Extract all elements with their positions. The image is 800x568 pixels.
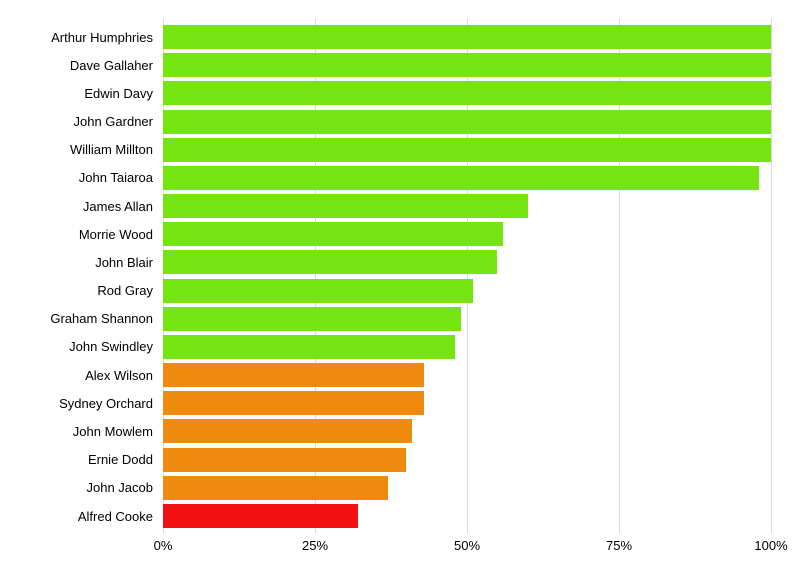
bar-green xyxy=(163,165,759,190)
bar-row xyxy=(163,51,771,79)
gridline-100pct xyxy=(771,18,772,533)
category-label: Edwin Davy xyxy=(84,85,153,101)
plot-area xyxy=(163,18,772,533)
bar-row xyxy=(163,361,771,389)
category-label: Sydney Orchard xyxy=(59,395,153,411)
bars-layer xyxy=(163,23,771,530)
bar-orange xyxy=(163,391,425,416)
bar-row xyxy=(163,108,771,136)
category-label: John Swindley xyxy=(69,339,153,355)
category-label: Alfred Cooke xyxy=(77,508,153,524)
bar-green xyxy=(163,222,504,247)
bar-row xyxy=(163,248,771,276)
category-label: Alex Wilson xyxy=(85,367,153,383)
category-label: John Taiaroa xyxy=(78,170,153,186)
category-label: Morrie Wood xyxy=(78,226,153,242)
bar-green xyxy=(163,109,771,134)
bar-orange xyxy=(163,447,407,472)
category-label: Arthur Humphries xyxy=(51,29,153,45)
bar-row xyxy=(163,23,771,51)
bar-green xyxy=(163,137,771,162)
bar-row xyxy=(163,277,771,305)
bar-green xyxy=(163,81,771,106)
x-tick-label: 25% xyxy=(301,538,329,553)
bar-row xyxy=(163,164,771,192)
bar-row xyxy=(163,333,771,361)
y-axis-labels: Arthur Humphries Dave Gallaher Edwin Davy J… xyxy=(0,23,153,530)
bar-row xyxy=(163,220,771,248)
bar-green xyxy=(163,334,455,359)
bar-green xyxy=(163,250,498,275)
category-label: Ernie Dodd xyxy=(87,452,153,468)
gridline-50pct xyxy=(467,18,468,533)
category-label: James Allan xyxy=(82,198,153,214)
bar-green xyxy=(163,278,474,303)
bar-orange xyxy=(163,363,425,388)
category-label: Graham Shannon xyxy=(50,311,153,327)
x-tick-label: 75% xyxy=(605,538,633,553)
gridline-0pct xyxy=(163,18,164,533)
bar-row xyxy=(163,446,771,474)
x-tick-label: 50% xyxy=(453,538,481,553)
gridline-75pct xyxy=(619,18,620,533)
bar-row xyxy=(163,136,771,164)
bar-green xyxy=(163,306,461,331)
category-label: Rod Gray xyxy=(97,283,153,299)
bar-orange xyxy=(163,419,413,444)
bar-green xyxy=(163,53,771,78)
category-label: William Millton xyxy=(69,142,153,158)
gridline-25pct xyxy=(315,18,316,533)
x-tick-label: 100% xyxy=(754,538,788,553)
bar-green xyxy=(163,194,528,219)
category-label: John Jacob xyxy=(86,480,154,496)
bar-row xyxy=(163,192,771,220)
bar-row xyxy=(163,417,771,445)
bar-red xyxy=(163,504,358,528)
category-label: Dave Gallaher xyxy=(69,57,153,73)
category-label: John Blair xyxy=(95,254,153,270)
x-axis: 0% 25% 50% 75% 100% xyxy=(154,538,788,558)
category-label: John Mowlem xyxy=(72,423,153,439)
bar-row xyxy=(163,502,771,530)
x-tick-label: 0% xyxy=(153,538,173,553)
bar-green xyxy=(163,25,771,50)
category-label: John Gardner xyxy=(73,114,154,130)
bar-row xyxy=(163,389,771,417)
bar-orange xyxy=(163,475,388,500)
bar-row xyxy=(163,474,771,502)
bar-row xyxy=(163,79,771,107)
bar-row xyxy=(163,305,771,333)
